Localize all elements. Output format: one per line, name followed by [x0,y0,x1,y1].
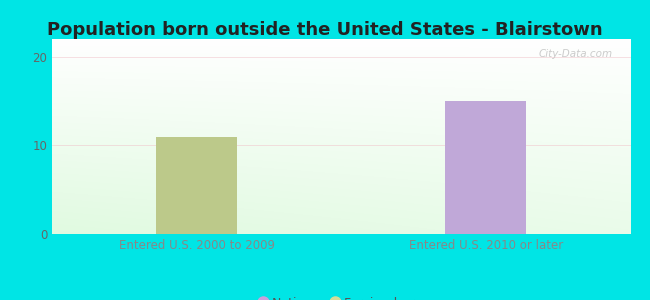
Legend: Native, Foreign-born: Native, Foreign-born [259,297,423,300]
Bar [445,101,526,234]
Bar [156,136,237,234]
Text: Population born outside the United States - Blairstown: Population born outside the United State… [47,21,603,39]
Text: City-Data.com: City-Data.com [539,49,613,59]
